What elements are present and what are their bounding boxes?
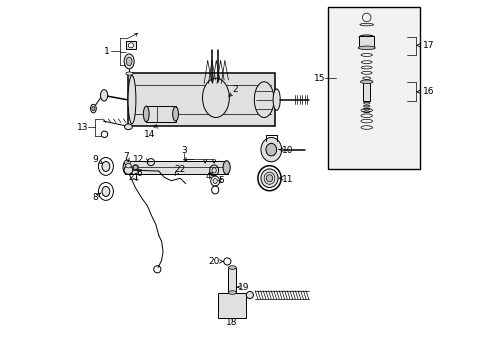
Text: 22: 22: [174, 166, 185, 175]
Text: 1: 1: [104, 47, 110, 56]
Bar: [228, 267, 236, 293]
Ellipse shape: [359, 23, 373, 26]
Ellipse shape: [172, 107, 178, 121]
Ellipse shape: [90, 104, 96, 113]
Bar: [124, 161, 228, 174]
Ellipse shape: [261, 138, 281, 162]
Ellipse shape: [132, 165, 139, 170]
Bar: [128, 73, 274, 126]
Text: 9: 9: [92, 155, 98, 164]
Ellipse shape: [265, 143, 276, 156]
Text: 5: 5: [218, 176, 224, 185]
Bar: [328, 7, 419, 169]
Ellipse shape: [124, 124, 132, 130]
Text: 3: 3: [181, 146, 186, 155]
Bar: [217, 293, 246, 318]
Text: 10: 10: [282, 146, 293, 155]
Ellipse shape: [212, 168, 216, 173]
Ellipse shape: [228, 266, 236, 269]
Ellipse shape: [357, 46, 374, 50]
Text: 6: 6: [136, 169, 142, 178]
Text: 16: 16: [422, 87, 433, 96]
Ellipse shape: [123, 161, 130, 174]
Text: 14: 14: [144, 130, 155, 139]
Ellipse shape: [228, 291, 236, 294]
Text: 15: 15: [313, 74, 325, 83]
Ellipse shape: [266, 175, 272, 182]
Ellipse shape: [102, 161, 110, 171]
Text: 11: 11: [282, 175, 293, 184]
Ellipse shape: [124, 160, 130, 165]
Bar: [359, 36, 373, 48]
Circle shape: [128, 43, 133, 48]
Text: 18: 18: [226, 318, 237, 327]
Ellipse shape: [272, 89, 280, 111]
Bar: [363, 82, 369, 102]
Text: 12: 12: [133, 155, 144, 164]
Ellipse shape: [128, 76, 136, 124]
Ellipse shape: [261, 169, 278, 188]
Bar: [125, 41, 136, 49]
Ellipse shape: [360, 80, 372, 84]
Ellipse shape: [254, 82, 273, 117]
Circle shape: [133, 165, 138, 170]
Ellipse shape: [126, 57, 132, 66]
Ellipse shape: [102, 186, 110, 197]
Text: 20: 20: [208, 257, 220, 266]
Text: 7: 7: [123, 152, 128, 161]
Text: 17: 17: [422, 41, 433, 50]
Ellipse shape: [223, 161, 230, 174]
Ellipse shape: [213, 179, 217, 184]
Text: 4: 4: [205, 172, 210, 181]
Ellipse shape: [359, 35, 373, 39]
Ellipse shape: [92, 107, 95, 111]
Circle shape: [124, 166, 132, 174]
Text: 19: 19: [238, 283, 249, 292]
Ellipse shape: [202, 78, 229, 117]
Text: 2: 2: [232, 85, 238, 94]
Ellipse shape: [124, 54, 134, 69]
Text: 13: 13: [77, 123, 89, 132]
Circle shape: [246, 292, 253, 298]
Ellipse shape: [101, 90, 107, 101]
Ellipse shape: [125, 72, 133, 75]
Bar: [146, 106, 175, 122]
Text: 8: 8: [92, 193, 98, 202]
Ellipse shape: [125, 163, 131, 168]
Ellipse shape: [143, 106, 149, 122]
Text: 21: 21: [128, 173, 140, 182]
